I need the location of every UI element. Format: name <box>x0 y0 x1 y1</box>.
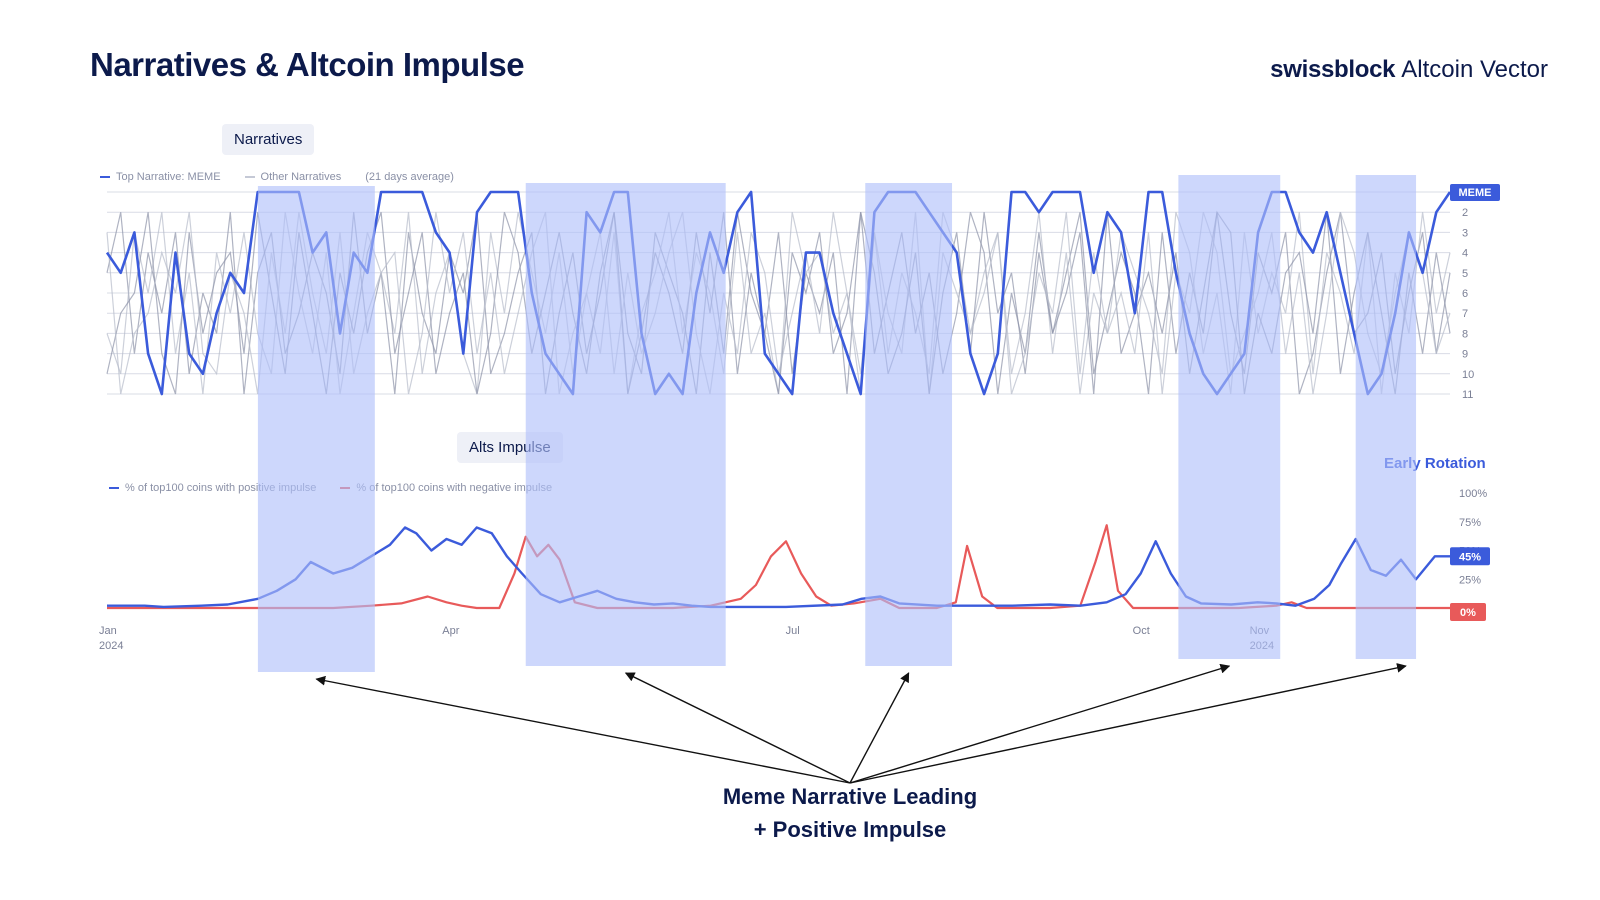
rank-tick-label: 3 <box>1462 227 1468 239</box>
negative-impulse-line <box>107 524 1450 610</box>
x-tick-label: Jul <box>786 625 800 637</box>
impulse-tick-label: 100% <box>1459 488 1487 500</box>
rank-tick-label: 9 <box>1462 349 1468 361</box>
impulse-tick-label: 25% <box>1459 574 1481 586</box>
rank-tick-label: 7 <box>1462 308 1468 320</box>
x-tick-label: Oct <box>1133 625 1150 637</box>
meme-end-badge <box>1450 184 1500 201</box>
rank-tick-label: 4 <box>1462 248 1468 260</box>
legend-top-narrative: Top Narrative: MEME <box>116 171 221 183</box>
x-tick-label: Apr <box>442 625 459 637</box>
narratives-chip: Narratives <box>222 124 315 155</box>
legend-other-narratives: Other Narratives <box>260 171 342 183</box>
legend-negative: % of top100 coins with negative impulse <box>356 482 553 494</box>
x-tick-label: Jan <box>99 625 117 637</box>
x-tick-year: 2024 <box>99 640 123 652</box>
takeaway-line-1: Meme Narrative Leading <box>722 784 978 809</box>
brand-logo: swissblock Altcoin Vector <box>1270 56 1548 84</box>
takeaway-line-2: + Positive Impulse <box>753 817 947 842</box>
rank-tick-label: 5 <box>1462 268 1468 280</box>
highlight-band <box>865 183 953 666</box>
annotation-arrow <box>315 675 851 784</box>
highlight-band <box>1178 175 1281 659</box>
positive-end-label: 45% <box>1459 551 1481 563</box>
brand-product: Altcoin Vector <box>1401 56 1548 83</box>
positive-end-badge <box>1450 547 1490 566</box>
rank-tick-label: 2 <box>1462 207 1468 219</box>
rank-tick-label: 10 <box>1462 369 1474 381</box>
narratives-legend: Top Narrative: MEME Other Narratives (21… <box>100 171 454 183</box>
brand-name: swissblock <box>1270 56 1396 83</box>
negative-end-badge <box>1450 603 1486 621</box>
rank-tick-label: 8 <box>1462 328 1468 340</box>
highlight-band <box>1355 175 1417 659</box>
rank-tick-label: 11 <box>1462 389 1473 401</box>
annotation-arrow <box>849 663 1231 784</box>
negative-end-label: 0% <box>1460 607 1476 619</box>
page-title: Narratives & Altcoin Impulse <box>90 46 525 83</box>
highlight-band <box>525 183 726 666</box>
legend-swatch-positive <box>109 487 119 489</box>
takeaway-text: Meme Narrative Leading + Positive Impuls… <box>700 780 1000 846</box>
legend-swatch-top <box>100 176 110 178</box>
rank-tick-label: 6 <box>1462 288 1468 300</box>
annotation-arrow <box>849 663 1407 784</box>
annotation-arrow <box>849 672 910 784</box>
legend-swatch-other <box>244 176 255 178</box>
legend-average-note: (21 days average) <box>365 171 454 183</box>
impulse-tick-label: 75% <box>1459 517 1481 529</box>
annotation-arrow <box>624 672 851 784</box>
meme-end-label: MEME <box>1459 187 1492 199</box>
highlight-band <box>257 186 375 672</box>
